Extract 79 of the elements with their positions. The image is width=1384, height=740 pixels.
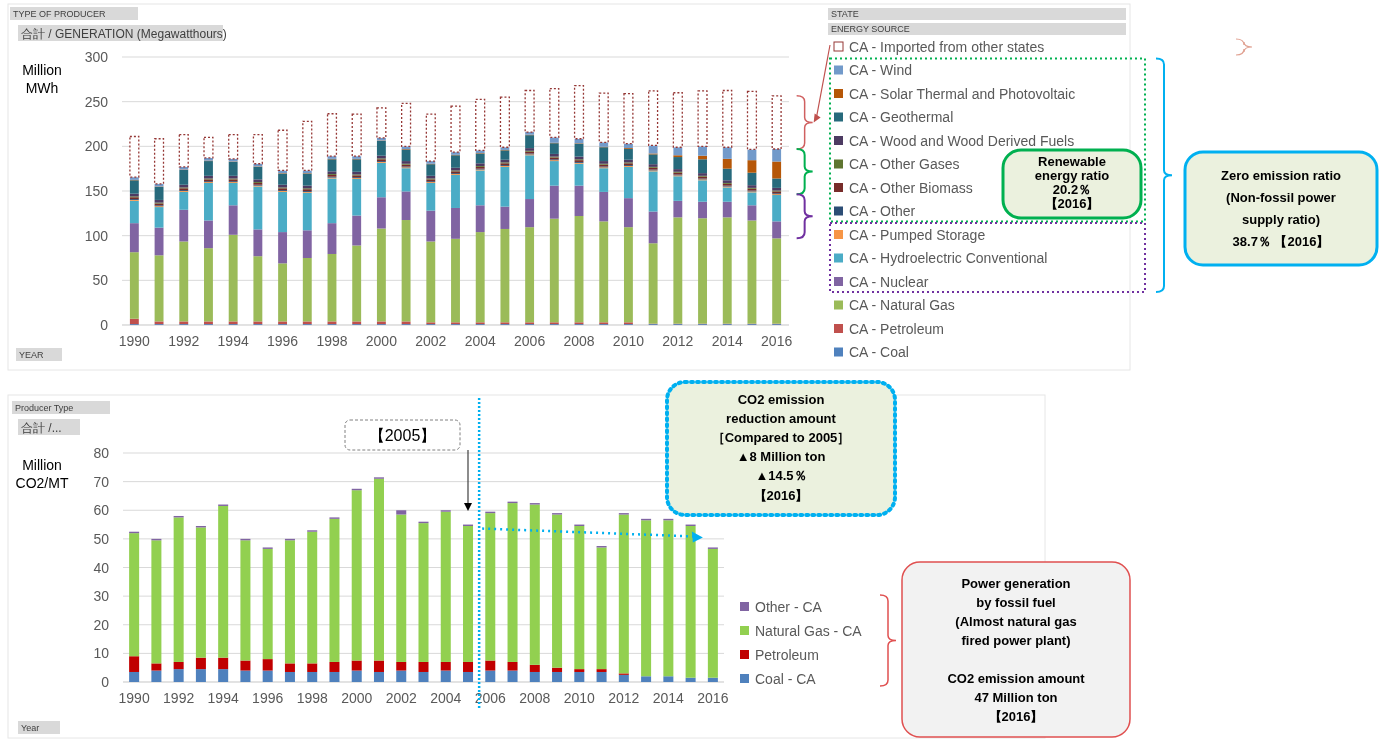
legend-label: Natural Gas - CA xyxy=(755,622,863,639)
legend-label: Coal - CA xyxy=(755,670,817,687)
x-tick-label: 2010 xyxy=(612,333,645,349)
x-tick-label: 1998 xyxy=(296,690,328,706)
y-tick-label: 50 xyxy=(92,272,109,289)
x-tick-label: 2014 xyxy=(711,333,744,349)
x-tick-label: 2006 xyxy=(514,333,546,349)
legend-label: CA - Natural Gas xyxy=(849,297,955,313)
legend-label: CA - Other Biomass xyxy=(849,179,973,196)
text: ENERGY SOURCE xyxy=(831,24,910,34)
x-tick-label: 1992 xyxy=(168,333,200,349)
legend-label: CA - Other Gases xyxy=(849,156,960,172)
y-tick-label: 150 xyxy=(84,183,109,199)
legend-label: CA - Wood and Wood Derived Fuels xyxy=(849,132,1075,149)
y-tick-label: 50 xyxy=(93,530,110,547)
y-tick-label: 40 xyxy=(93,559,110,576)
text: 【2016】 xyxy=(1044,196,1100,211)
x-tick-label: 1990 xyxy=(118,333,151,349)
x-tick-label: 2016 xyxy=(697,690,729,706)
text: 合計 /... xyxy=(21,421,62,435)
y-tick-label: 300 xyxy=(84,49,109,65)
legend-label: CA - Hydroelectric Conventional xyxy=(849,250,1048,266)
x-tick-label: 1990 xyxy=(118,690,150,706)
legend-label: CA - Geothermal xyxy=(849,109,954,125)
text: 合計 / GENERATION (Megawatthours) xyxy=(21,27,227,41)
x-tick-label: 2008 xyxy=(563,333,595,349)
legend-label: CA - Petroleum xyxy=(849,320,944,337)
y-tick-label: 70 xyxy=(93,473,110,490)
y-tick-label: 60 xyxy=(93,502,110,519)
text: Renewable energy ratio 20.2％ xyxy=(1034,154,1110,197)
legend-label: Other - CA xyxy=(755,598,823,615)
x-tick-label: 2000 xyxy=(341,690,373,706)
legend-label: CA - Imported from other states xyxy=(849,38,1045,55)
text: STATE xyxy=(831,9,859,19)
x-tick-label: 2002 xyxy=(415,333,447,349)
x-tick-label: 1994 xyxy=(207,690,239,706)
text: TYPE OF PRODUCER xyxy=(13,9,107,19)
x-tick-label: 2004 xyxy=(430,690,462,706)
y-tick-label: 200 xyxy=(84,138,109,155)
legend-label: CA - Coal xyxy=(849,344,909,360)
x-tick-label: 1996 xyxy=(267,333,299,349)
y-axis-title: Million MWh xyxy=(22,62,62,96)
legend-label: CA - Wind xyxy=(849,62,913,78)
y-axis-title: Million CO2/MT xyxy=(15,457,69,491)
legend-label: Petroleum xyxy=(755,646,819,663)
x-tick-label: 1994 xyxy=(217,333,249,349)
x-tick-label: 2016 xyxy=(761,333,793,349)
x-tick-label: 1992 xyxy=(163,690,195,706)
x-tick-label: 1998 xyxy=(316,333,348,349)
text: Zero emission ratio (Non-fossil power supply ratio) 38.7％ 【2016】 xyxy=(1221,168,1342,250)
x-tick-label: 2012 xyxy=(662,333,694,349)
text: Producer Type xyxy=(15,403,74,413)
text: Year xyxy=(21,723,40,733)
x-tick-label: 2004 xyxy=(464,333,496,349)
x-tick-label: 2010 xyxy=(563,690,596,706)
legend-label: CA - Pumped Storage xyxy=(849,226,986,243)
y-tick-label: 80 xyxy=(93,445,110,461)
text: YEAR xyxy=(19,350,45,360)
text: 【2005】 xyxy=(368,427,437,444)
y-tick-label: 10 xyxy=(93,645,110,662)
x-tick-label: 1996 xyxy=(252,690,284,706)
y-tick-label: 30 xyxy=(93,588,110,605)
y-tick-label: 20 xyxy=(93,616,110,633)
legend-label: CA - Nuclear xyxy=(849,273,929,290)
y-tick-label: 100 xyxy=(84,227,109,244)
x-tick-label: 2000 xyxy=(365,333,398,349)
legend-label: CA - Solar Thermal and Photovoltaic xyxy=(849,85,1076,102)
x-tick-label: 2012 xyxy=(608,690,640,706)
x-tick-label: 2008 xyxy=(519,690,551,706)
x-tick-label: 2002 xyxy=(385,690,418,706)
y-tick-label: 0 xyxy=(100,317,109,333)
annotation: CO2 emission reduction amount ［Compared to 2005］ ▲8 Million ton ▲14.5％ xyxy=(711,392,851,483)
y-tick-label: 250 xyxy=(84,93,109,110)
text: Power generation by fossil fuel (Almost natural gas fired power plant) CO2 emission amount 47 Million ton 【2016】 xyxy=(947,575,1085,724)
x-tick-label: 2006 xyxy=(474,690,507,706)
legend-label: CA - Other xyxy=(849,203,916,219)
x-tick-label: 2014 xyxy=(652,690,685,706)
text: 【2016】 xyxy=(753,488,809,503)
y-tick-label: 0 xyxy=(101,674,110,690)
